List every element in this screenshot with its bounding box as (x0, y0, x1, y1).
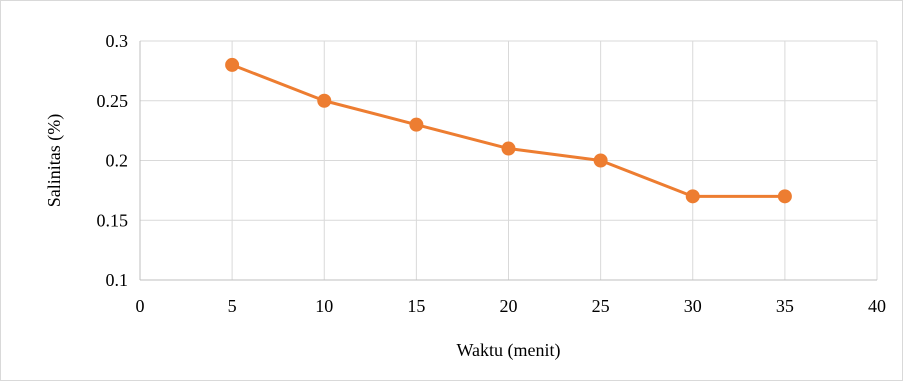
y-tick-label: 0.25 (97, 91, 129, 111)
y-axis-tick-labels: 0.1 0.15 0.2 0.25 0.3 (97, 31, 129, 290)
data-point (685, 189, 700, 204)
x-tick-label: 10 (315, 296, 333, 316)
data-point (225, 57, 240, 72)
x-tick-label: 20 (500, 296, 518, 316)
data-point (777, 189, 792, 204)
y-tick-label: 0.15 (97, 210, 129, 230)
x-axis-title: Waktu (menit) (456, 340, 560, 361)
data-point (317, 93, 332, 108)
plot-axes (139, 41, 877, 281)
x-axis-tick-labels: 0 5 10 15 20 25 30 35 40 (136, 296, 887, 316)
y-tick-label: 0.1 (106, 270, 129, 290)
x-tick-label: 0 (136, 296, 145, 316)
series-layer (225, 57, 792, 204)
x-tick-label: 40 (868, 296, 886, 316)
y-axis-title: Salinitas (%) (44, 114, 65, 207)
x-tick-label: 30 (684, 296, 702, 316)
horizontal-gridlines (140, 40, 877, 221)
data-point (501, 141, 516, 156)
data-point (409, 117, 424, 132)
x-tick-label: 25 (592, 296, 610, 316)
data-point (593, 153, 608, 168)
x-tick-label: 5 (228, 296, 237, 316)
x-tick-label: 15 (407, 296, 425, 316)
x-tick-label: 35 (776, 296, 794, 316)
y-tick-label: 0.3 (106, 31, 129, 51)
y-tick-label: 0.2 (106, 151, 129, 171)
